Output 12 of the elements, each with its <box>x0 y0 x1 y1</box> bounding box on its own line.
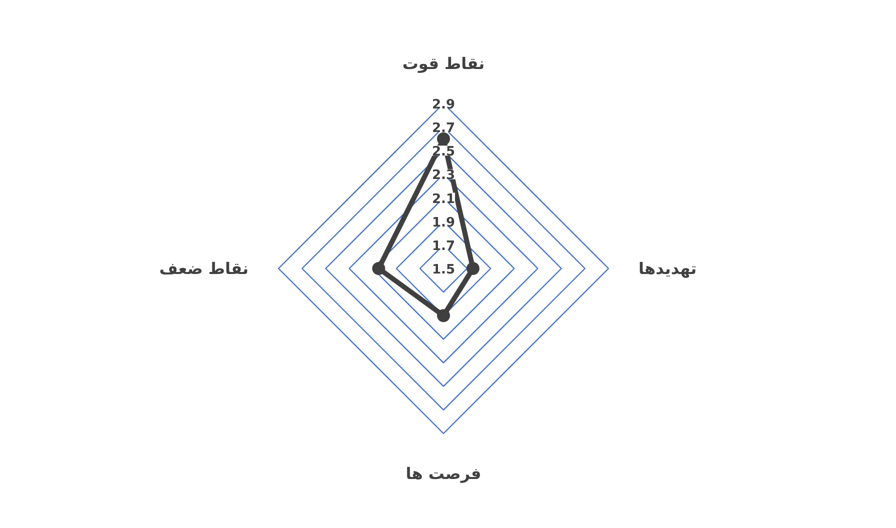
spoke-label: تهدیدها <box>638 259 697 278</box>
y-tick-label: 2.3 <box>432 168 456 184</box>
y-tick-label: 1.7 <box>432 238 456 254</box>
spoke-label: نقاط قوت <box>402 54 485 73</box>
y-tick-label: 2.9 <box>432 98 456 112</box>
spoke-label: نقاط ضعف <box>159 259 248 278</box>
spoke-label: فرصت ها <box>406 464 482 483</box>
y-tick-label: 2.1 <box>432 192 456 207</box>
y-tick-label: 1.9 <box>432 215 456 230</box>
y-tick-label: 2.7 <box>432 121 456 136</box>
y-tick-label: 2.5 <box>432 144 456 160</box>
y-tick-label: 1.5 <box>432 262 456 278</box>
